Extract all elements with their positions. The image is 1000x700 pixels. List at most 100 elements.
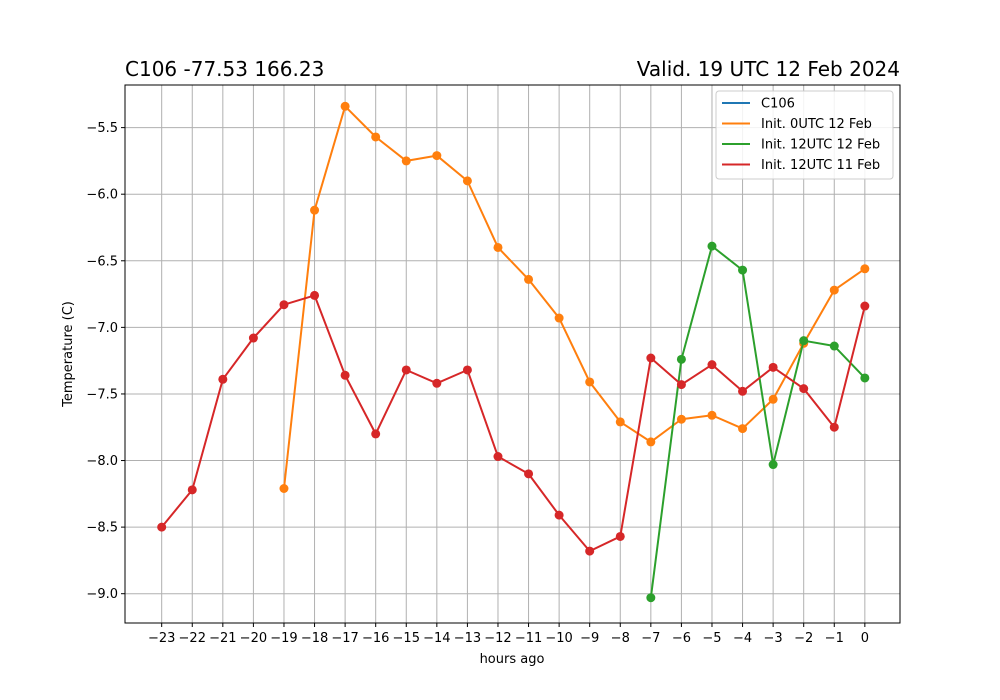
x-tick-label: −23 xyxy=(148,631,175,646)
data-point xyxy=(738,424,748,434)
series-3 xyxy=(157,290,870,556)
data-point xyxy=(432,378,442,388)
data-point xyxy=(340,101,350,111)
legend-label: C106 xyxy=(761,97,795,112)
data-point xyxy=(829,341,839,351)
y-tick-label: −6.0 xyxy=(86,188,118,203)
data-point xyxy=(799,384,809,394)
y-axis-ticks: −9.0 −8.5 −8.0 −7.5 −7.0 −6.5 −6.0 −5.5 xyxy=(86,121,125,602)
legend-label: Init. 12UTC 12 Feb xyxy=(761,138,880,153)
data-point xyxy=(829,422,839,432)
chart-title-left: C106 -77.53 166.23 xyxy=(125,57,324,81)
data-point xyxy=(860,264,870,274)
data-point xyxy=(707,241,717,251)
x-tick-label: −8 xyxy=(611,631,630,646)
data-point xyxy=(676,354,686,364)
legend-box xyxy=(715,90,894,180)
chart-title-right: Valid. 19 UTC 12 Feb 2024 xyxy=(637,57,900,81)
x-axis-ticks: −23 −22 −21 −20 −19 −18 −17 −16 −15 −14 −13 −12 −11−… xyxy=(148,623,869,646)
data-point xyxy=(371,429,381,439)
x-tick-label: −19 xyxy=(270,631,297,646)
data-point xyxy=(524,274,534,284)
data-point xyxy=(860,301,870,311)
y-axis-label: Temperature (C) xyxy=(61,301,76,408)
x-tick-label: −12 xyxy=(484,631,511,646)
x-tick-label: −14 xyxy=(423,631,450,646)
data-point xyxy=(554,510,564,520)
data-point xyxy=(279,484,289,493)
y-tick-label: −9.0 xyxy=(86,587,118,602)
data-point xyxy=(676,380,686,390)
x-tick-label: −15 xyxy=(393,631,420,646)
x-tick-label: −2 xyxy=(794,631,813,646)
data-point xyxy=(676,414,686,424)
data-point xyxy=(493,242,503,252)
data-point xyxy=(646,353,656,363)
data-point xyxy=(401,156,411,166)
plot-frame xyxy=(124,84,901,624)
data-point xyxy=(462,176,472,186)
data-point xyxy=(615,531,625,541)
data-point xyxy=(310,205,320,215)
y-tick-label: −7.0 xyxy=(86,321,118,336)
data-point xyxy=(218,374,228,384)
y-tick-label: −8.5 xyxy=(86,521,118,536)
data-point xyxy=(310,290,320,300)
data-point xyxy=(829,285,839,295)
data-point xyxy=(707,360,717,370)
x-tick-label: 0 xyxy=(861,631,869,646)
x-tick-label: −21 xyxy=(209,631,236,646)
legend-label: Init. 0UTC 12 Feb xyxy=(761,117,872,132)
series-line xyxy=(160,294,866,553)
data-point xyxy=(860,373,870,383)
data-point xyxy=(157,522,167,532)
data-point xyxy=(646,593,656,603)
x-tick-label: −22 xyxy=(179,631,206,646)
data-point xyxy=(615,417,625,427)
x-tick-label: −10 xyxy=(545,631,572,646)
x-tick-label: −17 xyxy=(331,631,358,646)
x-tick-label: −3 xyxy=(764,631,783,646)
data-point xyxy=(585,377,595,387)
x-tick-label: −4 xyxy=(733,631,752,646)
x-tick-label: −20 xyxy=(240,631,267,646)
grid xyxy=(125,85,900,623)
data-point xyxy=(768,362,778,372)
data-point xyxy=(585,546,595,556)
x-tick-label: −9 xyxy=(580,631,599,646)
data-point xyxy=(493,452,503,462)
data-point xyxy=(707,410,717,420)
data-point xyxy=(768,394,778,404)
data-point xyxy=(401,365,411,375)
data-point xyxy=(554,313,564,323)
x-tick-label: −7 xyxy=(641,631,660,646)
y-tick-label: −6.5 xyxy=(86,254,118,269)
x-tick-label: −16 xyxy=(362,631,389,646)
y-tick-label: −8.0 xyxy=(86,454,118,469)
x-tick-label: −1 xyxy=(825,631,844,646)
data-point xyxy=(738,265,748,275)
series-line xyxy=(649,245,866,598)
y-tick-label: −5.5 xyxy=(86,121,118,136)
data-point xyxy=(371,132,381,142)
data-point xyxy=(187,485,197,495)
x-tick-label: −18 xyxy=(301,631,328,646)
x-axis-label: hours ago xyxy=(480,652,545,667)
series-line xyxy=(282,105,866,489)
data-point xyxy=(768,460,778,470)
data-point xyxy=(279,300,289,310)
x-tick-label: −6 xyxy=(672,631,691,646)
data-point xyxy=(248,333,258,343)
data-point xyxy=(799,336,809,346)
x-tick-label: −13 xyxy=(454,631,481,646)
series-2 xyxy=(646,241,870,603)
data-point xyxy=(646,437,656,447)
x-tick-label: −11 xyxy=(515,631,542,646)
data-point xyxy=(524,469,534,479)
legend: C106 Init. 0UTC 12 Feb Init. 12UTC 12 Feb I… xyxy=(715,90,894,180)
data-point xyxy=(738,386,748,396)
data-point xyxy=(462,365,472,375)
data-point xyxy=(340,370,350,380)
legend-label: Init. 12UTC 11 Feb xyxy=(761,158,880,173)
